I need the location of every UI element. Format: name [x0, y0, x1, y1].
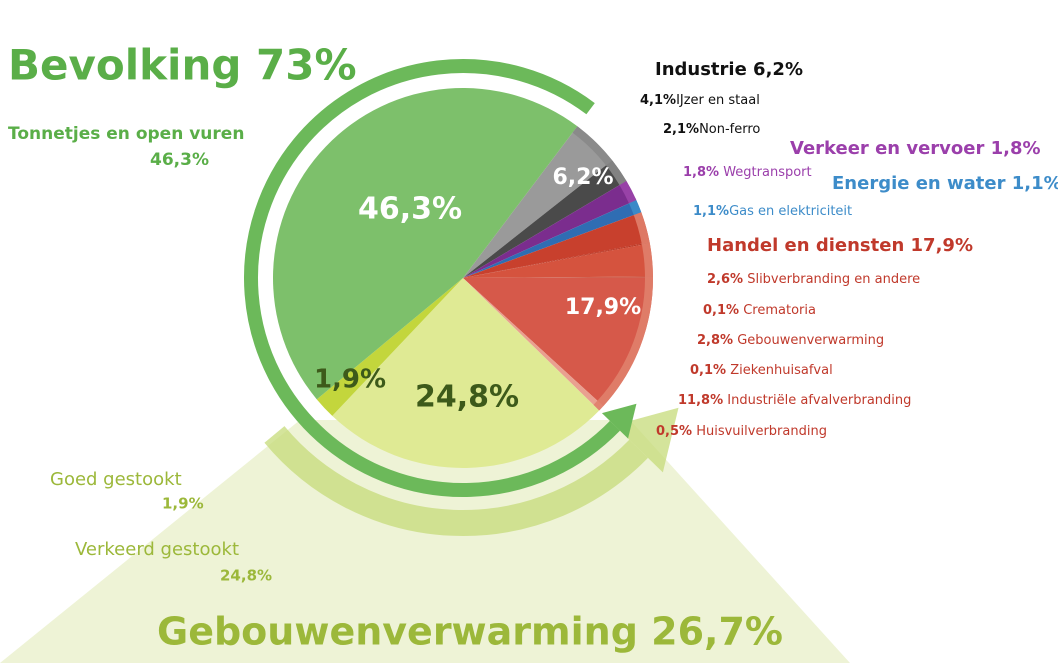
pie-slice: [463, 276, 653, 278]
pie-slice: [463, 181, 637, 278]
group-band: [619, 181, 637, 204]
legend-item: 0,5% Huisvuilverbranding: [656, 424, 827, 439]
group-band: [593, 212, 653, 411]
legend-item: 2,1%Non-ferro: [663, 122, 760, 137]
pie-slice: [463, 212, 650, 278]
pie-slice: [463, 126, 613, 279]
slice-value-label: 24,8%: [220, 567, 272, 585]
pie-slice: [463, 200, 642, 278]
group-label: Bevolking 73%: [8, 41, 357, 90]
slice-name: Verkeerd gestookt: [75, 539, 239, 560]
slice-value-label: 46,3%: [150, 150, 209, 170]
pie-slice: [463, 242, 650, 278]
funnel-background: [0, 420, 850, 663]
pie-label: 46,3%: [358, 192, 462, 227]
pie-label: 17,9%: [565, 295, 641, 320]
legend-item: 2,8% Gebouwenverwarming: [697, 333, 884, 348]
slice-value-label: 1,9%: [162, 495, 204, 513]
group-label: Verkeer en vervoer 1,8%: [790, 138, 1041, 159]
legend-item: 1,8% Wegtransport: [683, 165, 812, 180]
group-label: Industrie 6,2%: [655, 59, 803, 80]
group-label: Handel en diensten 17,9%: [707, 235, 973, 256]
pie-label: 1,9%: [314, 365, 386, 395]
pie-slice: [272, 87, 578, 400]
legend-item: 1,1%Gas en elektriciteit: [693, 204, 852, 219]
pie-slice: [332, 278, 600, 468]
pie-slice: [463, 278, 604, 411]
group-band: [628, 200, 642, 216]
pie-slice: [316, 278, 463, 416]
pie-slice: [463, 277, 653, 407]
group-arc: [264, 426, 648, 536]
legend-item: 4,1%IJzer en staal: [640, 93, 760, 108]
arrow-head: [601, 403, 637, 439]
legend-item: 0,1% Ziekenhuisafval: [690, 363, 833, 378]
group-arc: [244, 59, 620, 497]
legend-item: 0,1% Crematoria: [703, 303, 816, 318]
slice-name: Tonnetjes en open vuren: [8, 124, 244, 144]
slice-name: Goed gestookt: [50, 469, 182, 490]
group-band: [572, 126, 627, 186]
pie-label: 24,8%: [415, 380, 519, 415]
legend-item: 11,8% Industriële afvalverbranding: [678, 393, 911, 408]
group-label: Gebouwenverwarming 26,7%: [157, 610, 783, 654]
pie-slice: [463, 243, 653, 278]
pie-slice: [463, 160, 627, 278]
pie-label: 6,2%: [552, 165, 613, 190]
group-label: Energie en water 1,1%: [832, 173, 1058, 194]
legend-item: 2,6% Slibverbranding en andere: [707, 272, 920, 287]
pie: [244, 59, 679, 536]
